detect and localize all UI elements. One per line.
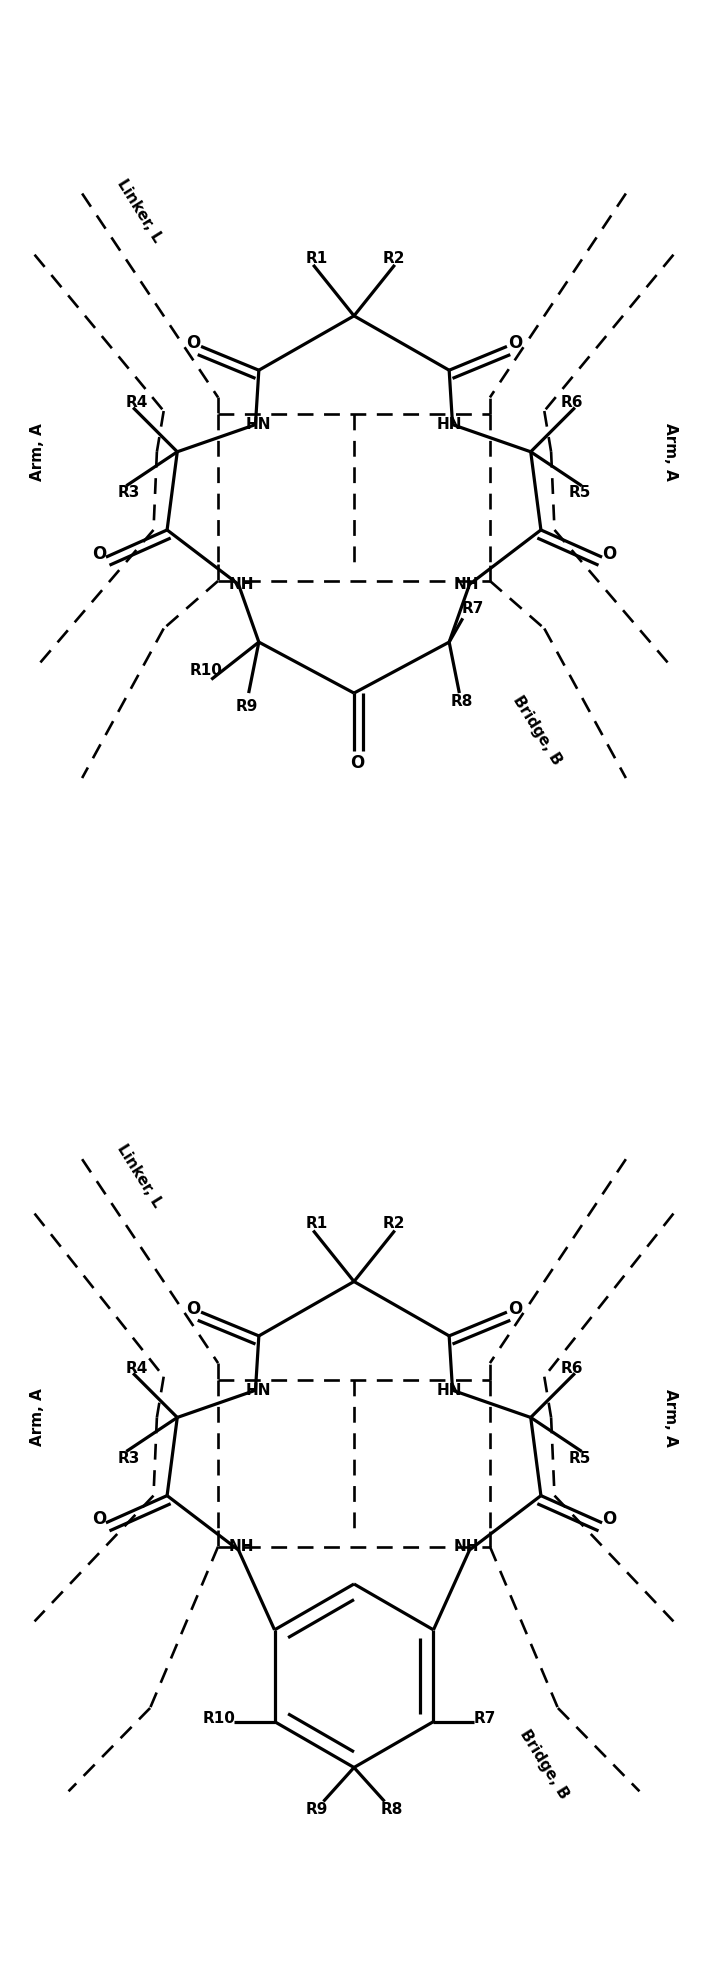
Text: R9: R9 [305, 1802, 328, 1818]
Text: R7: R7 [462, 601, 484, 615]
Text: HN: HN [436, 417, 462, 431]
Text: Linker, L: Linker, L [115, 176, 165, 245]
Text: O: O [92, 1511, 106, 1529]
Text: O: O [350, 754, 365, 771]
Text: Arm, A: Arm, A [30, 1389, 45, 1446]
Text: NH: NH [453, 578, 479, 591]
Text: O: O [185, 334, 200, 352]
Text: R8: R8 [380, 1802, 403, 1818]
Text: O: O [508, 1300, 523, 1317]
Text: R1: R1 [305, 1216, 328, 1230]
Text: HN: HN [436, 1383, 462, 1398]
Text: Arm, A: Arm, A [663, 423, 678, 481]
Text: Arm, A: Arm, A [30, 423, 45, 481]
Text: R3: R3 [117, 1450, 139, 1466]
Text: R5: R5 [569, 485, 591, 500]
Text: R3: R3 [117, 485, 139, 500]
Text: Bridge, B: Bridge, B [517, 1727, 571, 1802]
Text: NH: NH [453, 1539, 479, 1555]
Text: R10: R10 [190, 663, 222, 678]
Text: R1: R1 [305, 251, 328, 265]
Text: R10: R10 [202, 1711, 235, 1725]
Text: O: O [602, 544, 616, 564]
Text: NH: NH [229, 1539, 255, 1555]
Text: NH: NH [229, 578, 255, 591]
Text: R8: R8 [450, 694, 472, 710]
Text: R2: R2 [382, 251, 405, 265]
Text: Arm, A: Arm, A [663, 1389, 678, 1446]
Text: R9: R9 [236, 698, 258, 714]
Text: O: O [185, 1300, 200, 1317]
Text: HN: HN [246, 1383, 272, 1398]
Text: HN: HN [246, 417, 272, 431]
Text: R6: R6 [560, 1361, 583, 1377]
Text: Linker, L: Linker, L [115, 1141, 165, 1211]
Text: O: O [602, 1511, 616, 1529]
Text: R4: R4 [125, 1361, 148, 1377]
Text: O: O [508, 334, 523, 352]
Text: R6: R6 [560, 396, 583, 409]
Text: O: O [92, 544, 106, 564]
Text: R4: R4 [125, 396, 148, 409]
Text: R2: R2 [382, 1216, 405, 1230]
Text: R5: R5 [569, 1450, 591, 1466]
Text: R7: R7 [473, 1711, 496, 1725]
Text: Bridge, B: Bridge, B [510, 692, 565, 767]
